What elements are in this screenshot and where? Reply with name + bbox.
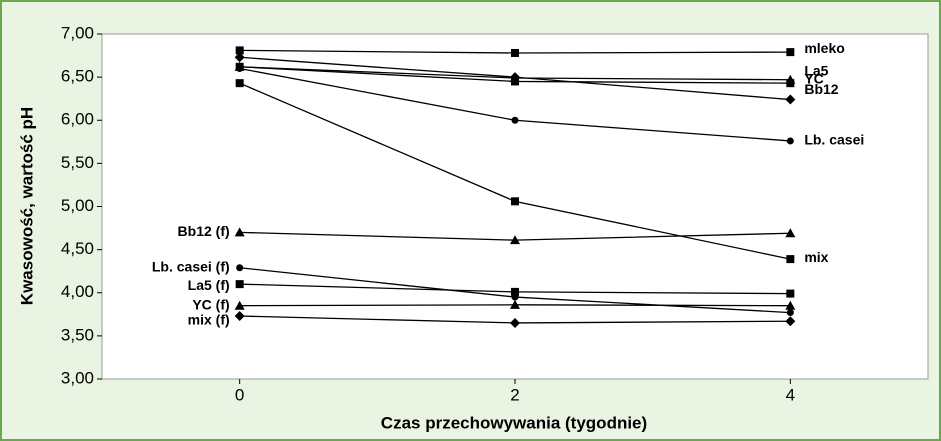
y-tick-label: 5,00	[61, 196, 94, 215]
series-label: YC	[804, 70, 823, 86]
y-axis-title: Kwasowość, wartość pH	[17, 107, 36, 305]
series-label: YC (f)	[192, 296, 229, 312]
marker	[510, 235, 520, 245]
y-tick-label: 4,50	[61, 239, 94, 258]
marker	[786, 48, 795, 57]
marker	[510, 317, 520, 328]
marker	[234, 311, 245, 322]
marker	[234, 52, 245, 63]
marker	[510, 72, 520, 83]
marker	[785, 300, 796, 310]
series-label: Lb. casei (f)	[152, 258, 230, 274]
marker	[235, 79, 244, 88]
marker	[785, 228, 796, 238]
series-label: mix (f)	[188, 312, 230, 328]
marker	[234, 227, 245, 237]
marker	[511, 116, 519, 124]
marker	[234, 300, 245, 310]
y-tick-label: 5,50	[61, 153, 94, 172]
marker	[236, 264, 244, 272]
marker	[235, 280, 244, 289]
y-tick-label: 6,50	[61, 67, 94, 86]
series-label: La5	[804, 62, 828, 78]
x-axis-title: Czas przechowywania (tygodnie)	[381, 413, 647, 432]
series-label: Bb12	[804, 81, 838, 97]
y-tick-label: 3,50	[61, 325, 94, 344]
y-tick-label: 7,00	[61, 23, 94, 42]
x-tick-label: 4	[786, 385, 795, 404]
series-label: mix	[804, 249, 828, 265]
marker	[236, 65, 244, 72]
series-label: La5 (f)	[188, 277, 230, 293]
marker	[235, 46, 244, 55]
series-label: Lb. casei	[804, 132, 864, 148]
marker	[785, 94, 796, 105]
marker	[785, 316, 796, 327]
series-label: mleko	[804, 40, 844, 56]
y-tick-label: 4,00	[61, 282, 94, 301]
marker	[786, 79, 795, 88]
y-tick-label: 6,00	[61, 110, 94, 129]
series-label: Bb12 (f)	[178, 223, 230, 239]
marker	[511, 287, 519, 296]
marker	[786, 255, 795, 264]
marker	[786, 289, 795, 298]
marker	[786, 309, 794, 317]
marker	[511, 197, 519, 206]
x-tick-label: 2	[510, 385, 519, 404]
y-tick-label: 3,00	[61, 368, 94, 387]
marker	[510, 299, 520, 309]
x-tick-label: 0	[235, 385, 244, 404]
marker	[511, 48, 519, 57]
marker	[786, 137, 794, 145]
